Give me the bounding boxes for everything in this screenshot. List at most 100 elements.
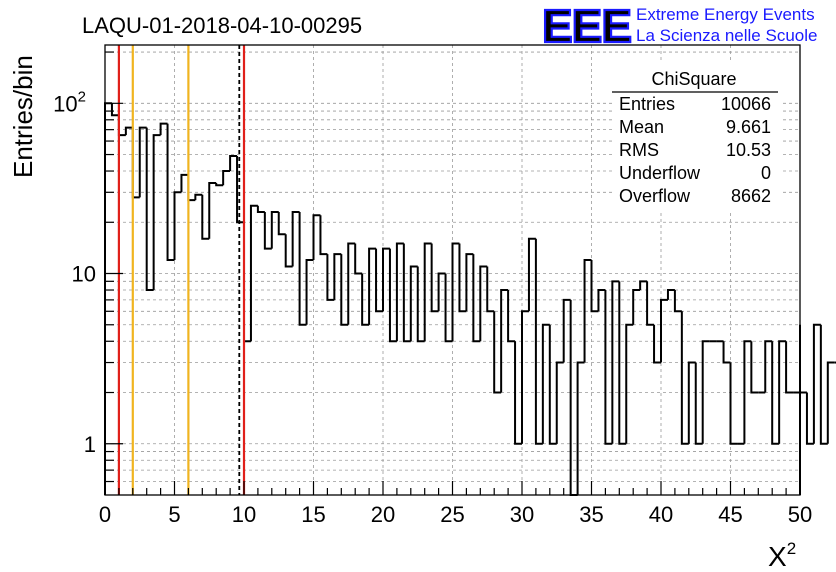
- eee-logo: EEE Extreme Energy Events La Scienza nel…: [541, 0, 818, 53]
- histogram-bin: [382, 247, 390, 312]
- histogram-bin: [152, 134, 161, 291]
- histogram-bin: [687, 361, 696, 444]
- histogram-bin: [368, 247, 377, 325]
- x-tick-label: 30: [510, 502, 534, 527]
- histogram-bin: [576, 361, 585, 495]
- histogram-bin: [660, 298, 668, 363]
- histogram-bin: [646, 281, 655, 326]
- histogram-bin: [270, 210, 279, 249]
- y-tick-label-sup: 2: [78, 88, 86, 105]
- histogram-bin: [764, 340, 773, 393]
- grid: [105, 45, 800, 495]
- histogram-bin: [590, 260, 599, 313]
- histogram-bin: [222, 170, 231, 186]
- x-tick-label: 25: [440, 502, 464, 527]
- histogram-bin: [521, 310, 529, 444]
- x-axis-label-sup: 2: [787, 539, 796, 558]
- stats-row-value: 0: [761, 163, 771, 183]
- histogram-bin: [319, 215, 328, 256]
- histogram-bin: [514, 341, 522, 445]
- x-tick-label: 35: [579, 502, 603, 527]
- histogram-bin: [340, 254, 349, 326]
- histogram-bin: [375, 248, 383, 313]
- histogram-bin: [145, 127, 154, 292]
- eee-logo-line2: La Scienza nelle Scuole: [636, 26, 817, 45]
- histogram-bin: [785, 341, 794, 394]
- histogram-bin: [333, 253, 342, 300]
- histogram-bin: [138, 126, 147, 198]
- x-axis: 0 5 10 15 20 25 30 35 40 45 50: [99, 481, 812, 527]
- histogram-bin: [507, 290, 516, 343]
- histogram-bin: [236, 156, 244, 224]
- stats-row-label: RMS: [619, 140, 659, 160]
- histogram-bin: [750, 341, 759, 394]
- histogram-bin: [479, 265, 488, 342]
- histogram-bin: [548, 324, 557, 445]
- histogram-bin: [562, 298, 571, 363]
- x-axis-label-base: X: [768, 541, 787, 572]
- histogram-bin: [215, 183, 224, 187]
- histogram-bin: [284, 234, 293, 268]
- histogram-bin: [771, 341, 780, 445]
- histogram-bin: [208, 182, 217, 239]
- histogram-bin: [632, 289, 641, 325]
- histogram-bin: [458, 243, 467, 313]
- y-axis-label: Entries/bin: [8, 55, 38, 178]
- histogram-bin: [312, 214, 321, 261]
- histogram-bin: [326, 254, 335, 301]
- histogram-bin: [673, 290, 682, 313]
- stats-row-label: Underflow: [619, 163, 701, 183]
- histogram-bin: [305, 259, 314, 325]
- histogram-bin: [124, 126, 133, 136]
- histogram-bin: [500, 289, 509, 393]
- histogram-bin: [666, 289, 675, 300]
- histogram-bin: [653, 324, 661, 364]
- stats-row-label: Mean: [619, 117, 664, 137]
- histogram-bin: [819, 324, 828, 445]
- y-tick-label-base: 10: [53, 91, 77, 116]
- histogram-bin: [354, 243, 363, 275]
- histogram-bin: [110, 103, 119, 117]
- x-tick-label: 10: [232, 502, 256, 527]
- histogram-bin: [597, 289, 606, 312]
- histogram-bin: [680, 311, 689, 445]
- y-tick-label-base: 10: [72, 262, 96, 287]
- histogram-bin: [347, 242, 356, 325]
- y-tick-label: 10: [72, 262, 96, 287]
- histogram-bin: [743, 340, 752, 444]
- histogram-bin: [639, 280, 648, 291]
- histogram-bin: [701, 340, 710, 444]
- histogram-bin: [416, 266, 425, 343]
- histogram-bin: [159, 122, 168, 136]
- x-tick-label: 5: [168, 502, 180, 527]
- histogram-bin: [486, 266, 495, 313]
- histogram-bin: [465, 253, 474, 312]
- histogram-bin: [437, 272, 446, 312]
- histogram-bin: [201, 194, 210, 240]
- stats-box: ChiSquare Entries 10066 Mean 9.661 RMS 10.53 U…: [612, 62, 780, 212]
- histogram-bin: [173, 191, 182, 261]
- histogram-bin: [194, 193, 203, 201]
- x-tick-label: 20: [371, 502, 395, 527]
- histogram-bin: [569, 299, 578, 496]
- x-tick-label: 45: [718, 502, 742, 527]
- histogram-bin: [604, 290, 613, 445]
- histogram-bin: [388, 248, 397, 343]
- histogram-bin: [694, 362, 703, 445]
- histogram-bin: [229, 155, 238, 172]
- histogram-bin: [493, 311, 502, 394]
- stats-row-label: Overflow: [619, 186, 691, 206]
- histogram-bin: [361, 273, 370, 326]
- histogram-bin: [409, 265, 418, 342]
- histogram-bin: [618, 281, 627, 445]
- eee-logo-line1: Extreme Energy Events: [636, 5, 815, 24]
- stats-row-value: 9.661: [726, 117, 771, 137]
- y-tick-label: 102: [53, 88, 86, 116]
- x-tick-label: 15: [301, 502, 325, 527]
- histogram-bin: [583, 259, 592, 363]
- histogram-bin: [805, 392, 814, 445]
- stats-row-label: Entries: [619, 94, 675, 114]
- histogram-bin: [104, 102, 112, 495]
- y-tick-label: 1: [84, 432, 96, 457]
